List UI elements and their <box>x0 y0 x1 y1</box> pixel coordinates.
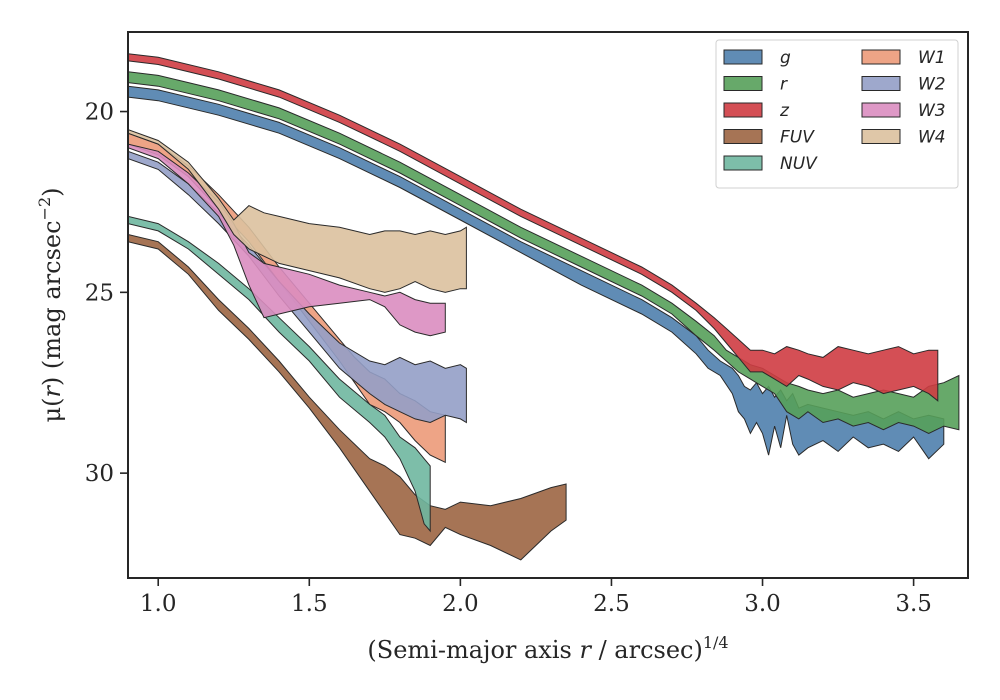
x-axis-label: (Semi-major axis r / arcsec)1/4 <box>367 633 728 664</box>
legend-swatch-w2 <box>861 76 901 91</box>
legend-label-w1: W1 <box>918 48 946 68</box>
x-tick-label: 3.5 <box>895 591 932 617</box>
legend-swatch-fuv <box>723 129 763 144</box>
legend-label-w2: W2 <box>918 75 946 95</box>
legend-label-z: z <box>779 101 790 121</box>
legend-swatch-w3 <box>861 102 901 118</box>
legend-label-r: r <box>780 75 788 95</box>
band-fuv <box>128 233 567 561</box>
legend-label-g: g <box>780 48 791 68</box>
legend-swatch-g <box>723 49 763 65</box>
legend-swatch-nuv <box>723 155 763 171</box>
legend-label-w3: W3 <box>918 101 946 121</box>
axes-frame <box>127 31 969 579</box>
legend-label-nuv: NUV <box>780 154 818 174</box>
ticks: 1.0 1.5 2.0 2.5 3.0 3.5 20 25 30 <box>85 100 932 617</box>
band-w4 <box>128 129 467 293</box>
legend: grz FUV NUV W1 W2 W3 W4 <box>715 39 959 189</box>
y-tick-label: 25 <box>85 280 114 306</box>
y-tick-label: 30 <box>85 461 114 487</box>
legend-swatch-r <box>723 76 763 91</box>
legend-swatch-w4 <box>861 129 901 144</box>
band-z <box>128 53 939 402</box>
x-tick-label: 1.0 <box>140 591 177 617</box>
y-axis-label: μ(r) (mag arcsec−2) <box>35 187 66 422</box>
band-r <box>128 71 960 434</box>
plot-area <box>128 53 960 561</box>
legend-swatch-w1 <box>861 49 901 65</box>
x-tick-label: 1.5 <box>291 591 328 617</box>
legend-label-w4: W4 <box>918 128 946 148</box>
legend-label-fuv: FUV <box>780 128 815 148</box>
legend-swatch-z <box>723 102 763 118</box>
x-tick-label: 3.0 <box>744 591 781 617</box>
y-tick-label: 20 <box>85 100 114 126</box>
x-tick-label: 2.5 <box>593 591 630 617</box>
x-tick-label: 2.0 <box>442 591 479 617</box>
